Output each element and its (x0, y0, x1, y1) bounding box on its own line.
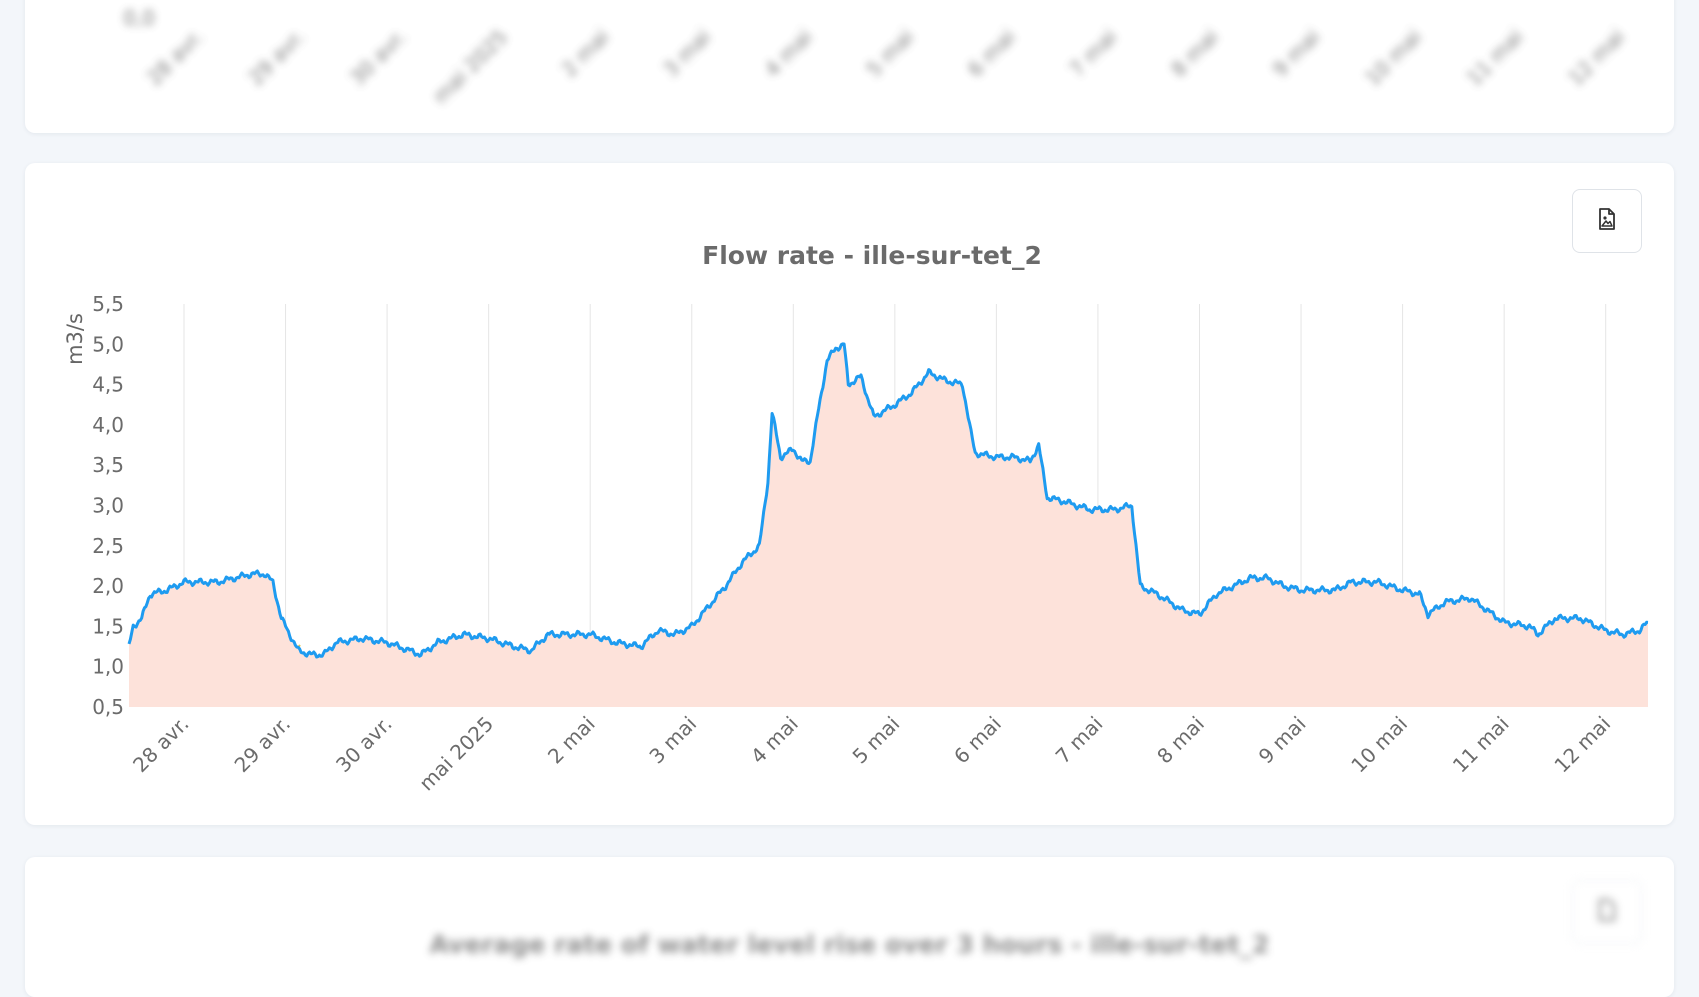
x-tick-label: 12 mai (1549, 712, 1615, 778)
x-tick-label: 30 avr. (331, 712, 397, 778)
top-x-tick: 4 mai (760, 25, 817, 82)
y-axis-ticks: 0,5 1,0 1,5 2,0 2,5 3,0 3,5 4,0 4,5 5,0 5,5 (92, 292, 124, 719)
top-x-tick: 5 mai (862, 25, 919, 82)
x-tick-label: 29 avr. (230, 712, 296, 778)
top-x-tick: 10 mai (1360, 25, 1426, 91)
y-tick-label: 1,0 (92, 655, 124, 679)
file-image-icon (1597, 899, 1617, 925)
y-tick-label: 1,5 (92, 614, 124, 638)
top-x-tick: 9 mai (1268, 25, 1325, 82)
chart-title: Flow rate - ille-sur-tet_2 (702, 241, 1042, 270)
top-x-tick: 3 mai (658, 25, 715, 82)
flow-rate-chart: 0,028 avr. 29 avr. 30 avr. mai 2025 2 mai 3 m… (63, 6, 1649, 796)
y-tick-label: 5,5 (92, 292, 124, 316)
y-tick-label: 0,5 (92, 695, 124, 719)
x-tick-label: 7 mai (1051, 712, 1108, 769)
flow-area (129, 343, 1648, 707)
x-tick-label: 9 mai (1254, 712, 1311, 769)
export-image-button[interactable] (1572, 189, 1642, 253)
top-x-tick: 29 avr. (244, 25, 310, 91)
water-rise-chart-title: Average rate of water level rise over 3 … (429, 930, 1270, 959)
y-tick-label: 3,0 (92, 494, 124, 518)
top-x-tick: 7 mai (1065, 25, 1122, 82)
top-x-tick: 30 avr. (345, 25, 411, 91)
top-y-tick: 0,0 (123, 6, 155, 30)
x-tick-label: 4 mai (746, 712, 803, 769)
top-x-tick: 12 mai (1563, 25, 1629, 91)
flow-line (127, 342, 1649, 659)
x-axis-ticks: 28 avr. 29 avr. 30 avr. mai 2025 2 mai 3 mai 4… (128, 712, 1615, 796)
x-tick-label: 8 mai (1152, 712, 1209, 769)
y-tick-label: 4,5 (92, 373, 124, 397)
export-image-button-secondary[interactable] (1572, 880, 1642, 944)
x-tick-label: 10 mai (1346, 712, 1412, 778)
top-x-tick: 6 mai (963, 25, 1020, 82)
top-x-tick: 11 mai (1462, 25, 1528, 91)
y-tick-label: 2,5 (92, 534, 124, 558)
y-tick-label: 5,0 (92, 332, 124, 356)
top-x-tick: mai 2025 (428, 25, 512, 109)
top-chart-card (25, 0, 1674, 133)
top-x-tick: 8 mai (1166, 25, 1223, 82)
x-tick-label: 28 avr. (128, 712, 194, 778)
top-x-tick: 2 mai (557, 25, 614, 82)
x-tick-label: 5 mai (848, 712, 905, 769)
y-tick-label: 3,5 (92, 453, 124, 477)
x-tick-label: 3 mai (644, 712, 701, 769)
file-image-icon (1597, 208, 1617, 234)
top-x-tick: 28 avr. (142, 25, 208, 91)
y-tick-label: 4,0 (92, 413, 124, 437)
y-axis-label: m3/s (63, 313, 87, 365)
x-tick-label: 2 mai (543, 712, 600, 769)
top-chart-axis: 0,028 avr. 29 avr. 30 avr. mai 2025 2 mai 3 m… (123, 6, 1629, 108)
y-tick-label: 2,0 (92, 574, 124, 598)
x-tick-label: 6 mai (949, 712, 1006, 769)
x-tick-label: mai 2025 (414, 712, 498, 796)
flow-rate-plot: VORTEX-IO 0,51,01,52,02,53,03,54,04,55,0… (63, 241, 1649, 796)
x-tick-label: 11 mai (1448, 712, 1514, 778)
